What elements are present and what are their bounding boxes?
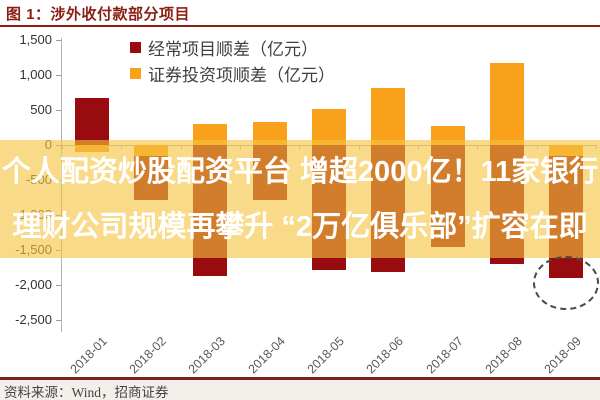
y-axis-tick: [56, 319, 61, 321]
overlay-headline-line2: 理财公司规模再攀升 “2万亿俱乐部”扩容在即: [12, 211, 588, 243]
y-axis-tick-label: 500: [30, 102, 52, 117]
legend-label: 经常项目顺差（亿元）: [148, 39, 318, 59]
legend-item: 经常项目顺差（亿元）: [130, 34, 335, 60]
y-axis-tick: [56, 109, 61, 111]
title-underline: [0, 25, 600, 27]
footer-background: [0, 379, 600, 400]
overlay-banner: 个人配资炒股配资平台 增超2000亿！11家银行 理财公司规模再攀升 “2万亿俱…: [0, 140, 600, 258]
overlay-headline-line1: 个人配资炒股配资平台 增超2000亿！11家银行: [1, 156, 599, 188]
legend-swatch-red-icon: [130, 41, 141, 53]
bar-2018-03: [193, 124, 228, 145]
y-axis-tick: [56, 74, 61, 76]
bar-2018-01: [74, 98, 109, 145]
figure-title: 图 1：涉外收付款部分项目: [6, 6, 191, 23]
bar-2018-05: [312, 108, 346, 145]
legend: 经常项目顺差（亿元） 证券投资项顺差（亿元）: [130, 34, 335, 86]
y-axis-tick-label: -2,500: [15, 312, 52, 327]
y-axis-tick-label: 1,500: [19, 32, 52, 47]
y-axis-tick-label: -2,000: [15, 277, 52, 292]
source-divider: [0, 377, 600, 380]
source-note: 资料来源：Wind，招商证券: [4, 385, 169, 400]
y-axis-tick: [56, 39, 61, 41]
legend-swatch-orange-icon: [130, 67, 141, 79]
bar-2018-06: [371, 88, 406, 145]
highlight-ellipse: [533, 256, 599, 310]
legend-label: 证券投资项顺差（亿元）: [148, 65, 335, 85]
bar-2018-04: [252, 121, 287, 145]
y-axis-tick: [56, 284, 61, 286]
bar-2018-08: [490, 63, 524, 145]
y-axis-tick-label: 1,000: [19, 67, 52, 82]
legend-item: 证券投资项顺差（亿元）: [130, 60, 335, 86]
